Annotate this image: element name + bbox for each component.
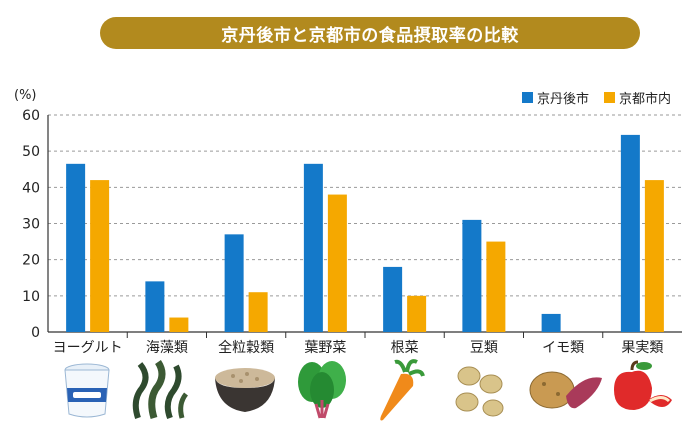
bar-series1 — [620, 134, 640, 332]
bar-series1 — [224, 234, 244, 332]
bar-series1 — [383, 266, 403, 332]
apple-icon — [614, 360, 672, 410]
bar-series2 — [486, 241, 506, 332]
bar-series1 — [303, 163, 323, 332]
y-tick-label: 0 — [31, 325, 40, 341]
legend-label: 京丹後市 — [537, 91, 589, 107]
potato-icon — [529, 371, 602, 409]
x-tick-label: 全粒穀類 — [218, 339, 274, 356]
y-tick-label: 10 — [22, 289, 40, 305]
bar-series2 — [248, 292, 268, 332]
grain-bowl-icon — [215, 368, 275, 412]
bar-series2 — [90, 180, 110, 332]
x-tick-label: 豆類 — [470, 340, 498, 356]
bar-series1 — [66, 163, 86, 332]
bar-series1 — [145, 281, 165, 332]
bar-series2 — [644, 180, 664, 332]
carrot-icon — [380, 359, 425, 421]
bar-series1 — [462, 219, 482, 332]
bar-series2 — [169, 317, 189, 332]
x-tick-label: イモ類 — [542, 340, 584, 356]
bar-series2 — [327, 194, 347, 332]
x-tick-label: 葉野菜 — [304, 340, 346, 356]
bar-series2 — [407, 295, 427, 332]
y-tick-label: 40 — [22, 180, 40, 196]
legend-label: 京都市内 — [619, 91, 671, 107]
seaweed-icon — [132, 360, 189, 420]
y-tick-label: 50 — [22, 144, 40, 160]
chart-title: 京丹後市と京都市の食品摂取率の比較 — [100, 17, 640, 49]
legend-swatch — [604, 92, 615, 103]
beans-icon — [455, 366, 504, 417]
x-tick-label: 果実類 — [621, 340, 663, 356]
y-tick-label: 30 — [22, 217, 40, 233]
bar-series1 — [541, 313, 561, 332]
y-tick-label: 20 — [22, 253, 40, 269]
x-tick-label: 根菜 — [391, 340, 419, 356]
x-tick-label: 海藻類 — [146, 340, 188, 356]
x-tick-label: ヨーグルト — [53, 340, 123, 356]
y-axis-label: (%) — [14, 88, 37, 103]
y-tick-label: 60 — [22, 108, 40, 124]
spinach-icon — [298, 361, 346, 419]
legend-swatch — [522, 92, 533, 103]
yogurt-icon — [64, 363, 110, 418]
